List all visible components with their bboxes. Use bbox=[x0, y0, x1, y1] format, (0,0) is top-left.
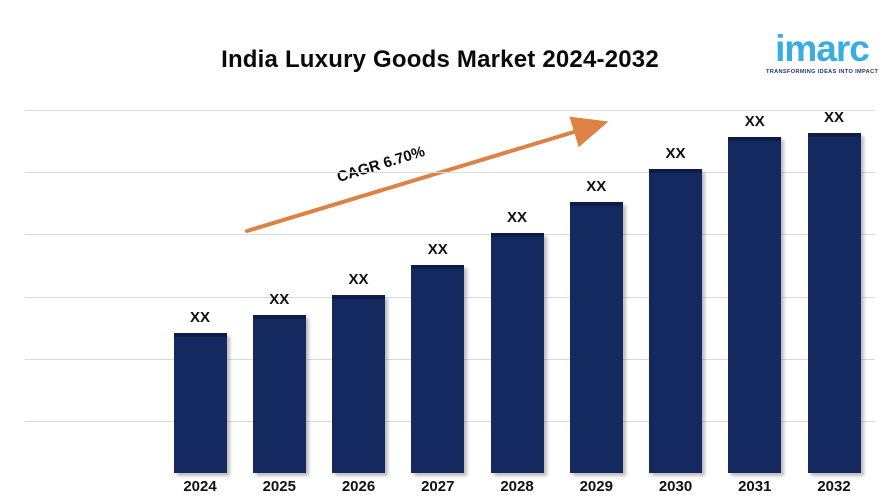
bar-value-label: XX bbox=[823, 109, 844, 126]
bar-value-label: XX bbox=[348, 271, 369, 288]
x-axis-tick-2024: 2024 bbox=[183, 478, 217, 495]
imarc-logo-tagline: TRANSFORMING IDEAS INTO IMPACT bbox=[766, 69, 879, 75]
cagr-annotation: CAGR 6.70% bbox=[335, 143, 427, 186]
x-axis-tick-2032: 2032 bbox=[817, 478, 851, 495]
imarc-logo-wordmark: imarc bbox=[775, 28, 870, 69]
x-axis-tick-2026: 2026 bbox=[341, 478, 376, 495]
bar-2031 bbox=[728, 137, 782, 473]
x-axis-tick-2031: 2031 bbox=[738, 478, 772, 495]
bar-value-label: XX bbox=[189, 309, 210, 326]
bar-2030 bbox=[649, 169, 702, 473]
bar-value-label: XX bbox=[506, 209, 527, 226]
bar-2029 bbox=[569, 202, 623, 473]
x-axis-tick-2030: 2030 bbox=[658, 478, 693, 495]
imarc-logo: imarc TRANSFORMING IDEAS INTO IMPACT bbox=[766, 30, 878, 76]
x-axis-tick-2029: 2029 bbox=[579, 478, 613, 495]
bar-value-label: XX bbox=[427, 241, 448, 258]
x-axis-tick-2027: 2027 bbox=[421, 478, 455, 495]
bar-value-label: XX bbox=[586, 178, 607, 195]
bar-value-label: XX bbox=[665, 145, 686, 162]
bar-2024 bbox=[173, 333, 227, 473]
bar-value-label: XX bbox=[269, 291, 290, 308]
chart-title: India Luxury Goods Market 2024-2032 bbox=[221, 46, 659, 73]
gridline bbox=[25, 234, 875, 235]
bar-2028 bbox=[490, 233, 544, 473]
bar-value-label: XX bbox=[744, 113, 765, 130]
bar-2026 bbox=[332, 295, 385, 473]
gridline bbox=[25, 172, 875, 173]
bar-2025 bbox=[252, 315, 306, 473]
gridline bbox=[25, 110, 875, 111]
bar-2027 bbox=[411, 265, 465, 473]
bar-2032 bbox=[807, 133, 861, 473]
x-axis-tick-2025: 2025 bbox=[262, 478, 296, 495]
x-axis-tick-2028: 2028 bbox=[500, 478, 534, 495]
